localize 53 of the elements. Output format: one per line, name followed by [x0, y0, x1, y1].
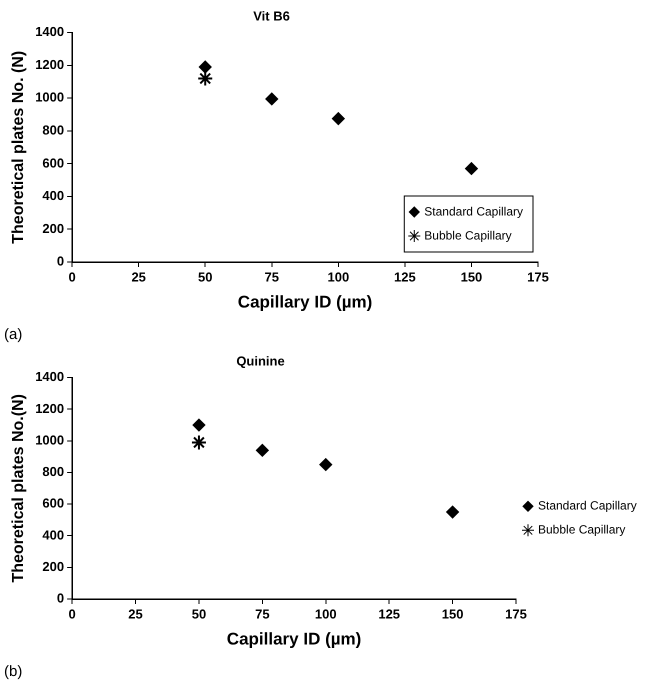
y-tick-label: 0	[56, 254, 64, 269]
x-axis-title: Capillary ID (µm)	[238, 292, 372, 312]
x-tick-label: 75	[264, 269, 280, 284]
x-tick-label: 150	[442, 606, 464, 622]
legend-label: Standard Capillary	[538, 498, 637, 513]
y-axis-title: Theoretical plates No. (N)	[10, 50, 28, 244]
legend-label: Bubble Capillary	[538, 522, 626, 537]
x-tick-label: 175	[505, 606, 527, 622]
point	[190, 434, 207, 450]
legend-label: Bubble Capillary	[424, 228, 512, 242]
x-tick-label: 0	[68, 606, 76, 622]
y-tick-label: 1000	[35, 90, 64, 105]
y-tick-label: 1200	[35, 56, 64, 72]
x-tick-label: 125	[378, 606, 400, 622]
x-tick-label: 0	[68, 269, 76, 284]
y-tick-label: 1000	[35, 432, 64, 448]
point	[256, 444, 269, 457]
x-tick-label: 75	[255, 606, 270, 622]
y-tick-label: 1400	[35, 369, 64, 384]
point	[319, 458, 332, 472]
x-tick-label: 50	[192, 606, 206, 622]
point	[192, 418, 206, 432]
point	[198, 60, 212, 74]
point	[446, 506, 460, 519]
y-tick-label: 400	[42, 527, 64, 542]
x-tick-label: 100	[314, 606, 337, 622]
point	[464, 162, 478, 176]
y-tick-label: 1200	[35, 400, 64, 416]
y-tick-label: 600	[42, 496, 64, 511]
chart-title: Quinine	[236, 353, 285, 368]
legend-label: Standard Capillary	[424, 204, 523, 218]
x-tick-label: 175	[527, 269, 549, 284]
y-tick-label: 1400	[35, 24, 64, 40]
y-tick-label: 200	[42, 220, 64, 236]
point	[332, 112, 345, 126]
x-tick-label: 50	[198, 269, 212, 284]
text: (b)	[4, 663, 22, 680]
y-tick-label: 600	[42, 155, 64, 170]
y-tick-label: 0	[56, 590, 64, 606]
x-tick-label: 125	[394, 269, 416, 284]
x-tick-label: 100	[327, 269, 350, 284]
y-tick-label: 800	[42, 122, 64, 138]
point	[265, 92, 278, 106]
y-tick-label: 400	[42, 188, 64, 204]
x-tick-label: 150	[460, 269, 482, 284]
y-tick-label: 200	[42, 558, 64, 574]
x-tick-label: 25	[128, 606, 143, 622]
text: (a)	[4, 326, 22, 343]
x-axis-title: Capillary ID (µm)	[226, 629, 362, 648]
y-tick-label: 800	[42, 464, 64, 480]
x-tick-label: 25	[131, 269, 146, 284]
chart-title: Vit B6	[253, 8, 290, 24]
y-axis-title: Theoretical plates No.(N)	[10, 394, 28, 583]
